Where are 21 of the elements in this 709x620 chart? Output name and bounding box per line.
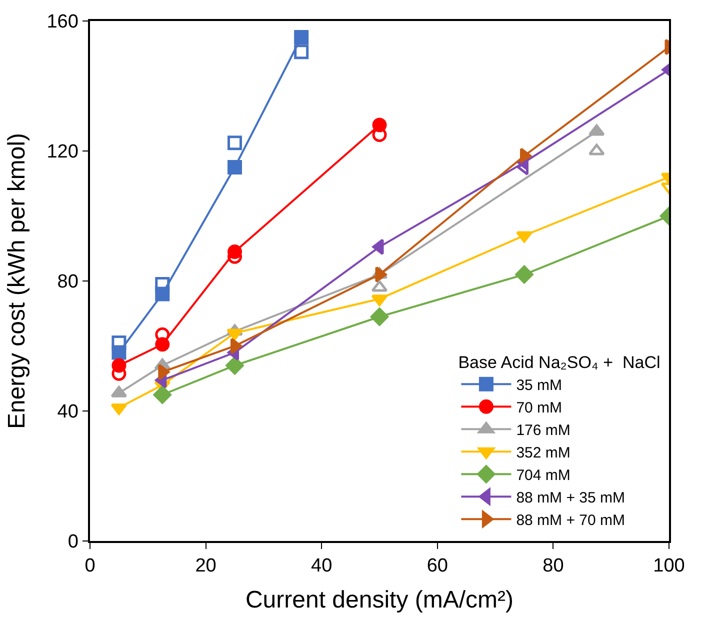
y-tick-label: 80: [57, 272, 78, 293]
legend-label: 88 mM + 70 mM: [516, 512, 625, 529]
x-tick-label: 20: [195, 556, 216, 577]
legend-label: 70 mM: [516, 400, 562, 416]
legend-label: 35 mM: [516, 377, 562, 394]
x-tick-label: 40: [311, 556, 332, 577]
y-tick-label: 40: [57, 402, 78, 423]
y-tick-label: 120: [46, 142, 78, 163]
x-tick-label: 60: [426, 556, 448, 577]
y-tick-label: 160: [46, 12, 78, 33]
y-axis-title: Energy cost (kWh per kmol): [3, 132, 30, 430]
legend-label: 176 mM: [516, 422, 570, 439]
legend-label: 88 mM + 35 mM: [516, 490, 625, 506]
y-tick-label: 0: [68, 532, 78, 553]
x-axis-title: Current density (mA/cm²): [245, 586, 514, 614]
legend-label: 352 mM: [516, 444, 570, 462]
x-tick-label: 0: [84, 556, 96, 577]
x-tick-label: 80: [542, 556, 564, 577]
x-tick-label: 100: [653, 556, 685, 577]
legend-label: 704 mM: [516, 467, 570, 484]
legend-title: Base Acid Na₂SO₄ + NaCl: [458, 352, 660, 372]
